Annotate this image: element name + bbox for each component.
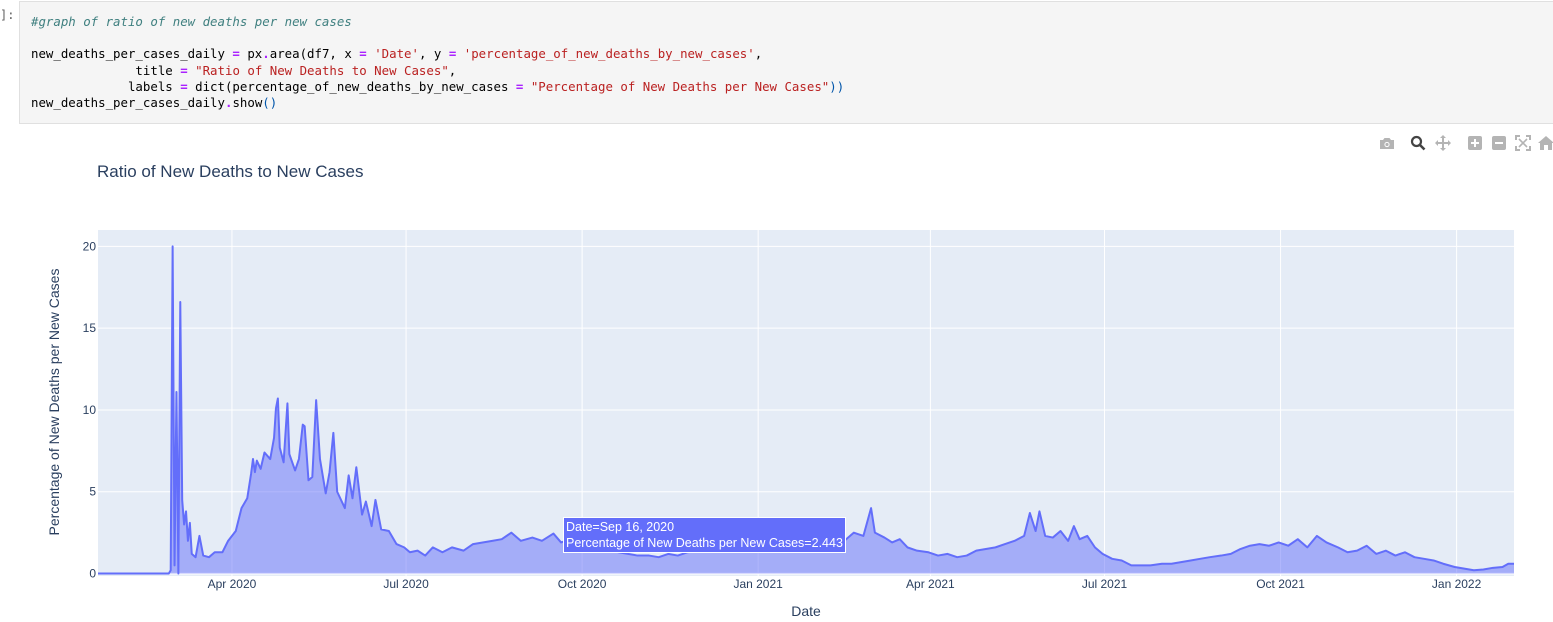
x-tick-label: Apr 2021 [906, 577, 955, 591]
chart-title: Ratio of New Deaths to New Cases [97, 162, 364, 181]
pan-icon[interactable] [1433, 133, 1453, 153]
x-tick-label: Jul 2020 [383, 577, 429, 591]
x-tick-label: Jul 2021 [1082, 577, 1128, 591]
x-tick-labels: Apr 2020 Jul 2020 Oct 2020 Jan 2021 Apr 2021… [208, 577, 1482, 591]
y-tick-label: 0 [89, 567, 96, 581]
code-editor[interactable]: #graph of ratio of new deaths per new ca… [31, 14, 845, 111]
zoom-icon[interactable] [1408, 133, 1428, 153]
y-tick-label: 10 [83, 403, 97, 417]
area-fill [98, 246, 1514, 574]
plot-modebar [1376, 133, 1553, 153]
cell-prompt: ]: [0, 8, 15, 22]
tooltip-value: Percentage of New Deaths per New Cases=2… [566, 536, 843, 550]
hover-tooltip: Date=Sep 16, 2020 Percentage of New Deat… [563, 517, 846, 553]
x-tick-label: Oct 2020 [558, 577, 607, 591]
zoom-out-icon[interactable] [1489, 133, 1509, 153]
y-tick-label: 20 [83, 239, 97, 253]
y-tick-label: 5 [89, 485, 96, 499]
y-axis-label: Percentage of New Deaths per New Cases [46, 269, 62, 536]
series-line [98, 245, 1514, 575]
x-axis-label: Date [791, 603, 821, 619]
tooltip-date: Date=Sep 16, 2020 [566, 520, 675, 534]
code-cell[interactable]: #graph of ratio of new deaths per new ca… [19, 1, 1553, 124]
autoscale-icon[interactable] [1513, 133, 1533, 153]
camera-icon[interactable] [1377, 133, 1397, 153]
y-tick-label: 15 [83, 321, 97, 335]
home-icon[interactable] [1536, 133, 1553, 153]
zoom-in-icon[interactable] [1465, 133, 1485, 153]
x-tick-label: Jan 2022 [1432, 577, 1482, 591]
y-tick-labels: 0 5 10 15 20 [83, 239, 97, 580]
x-tick-label: Jan 2021 [733, 577, 783, 591]
x-tick-label: Oct 2021 [1256, 577, 1305, 591]
x-tick-label: Apr 2020 [208, 577, 257, 591]
